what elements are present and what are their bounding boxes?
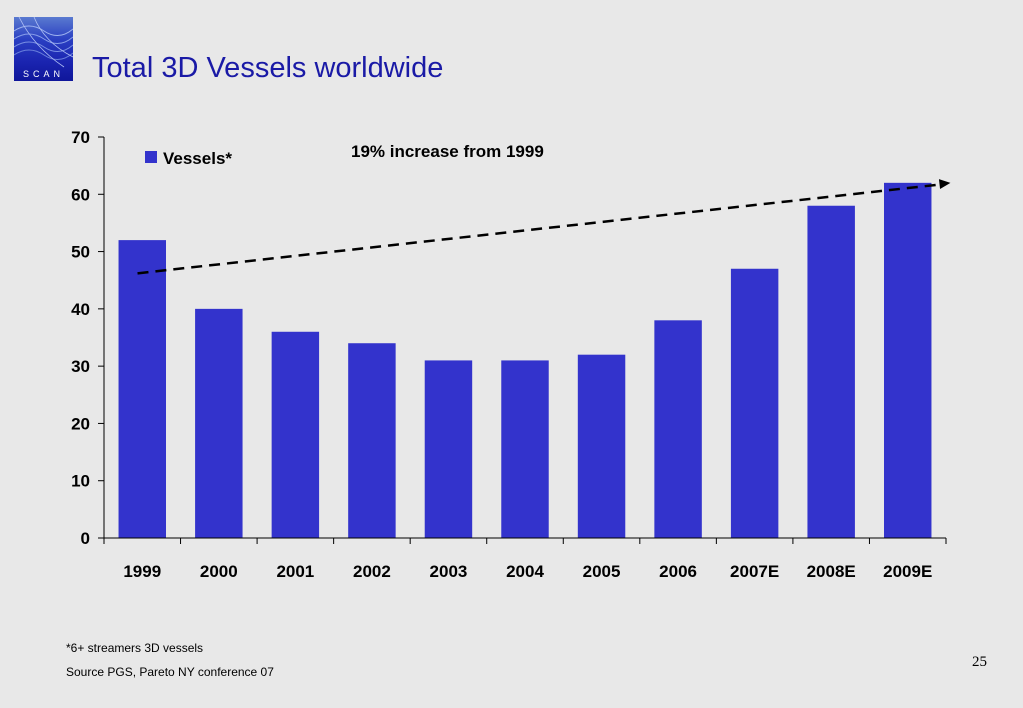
- tick-labels-group: 0 10 20 30 40 50 60 70 1999 2000 2001 2002 2003 2004 2…: [71, 128, 932, 581]
- y-tick-label: 10: [71, 472, 90, 491]
- bar-2007E: [730, 268, 779, 538]
- x-tick-label: 2001: [276, 562, 314, 581]
- x-tick-label: 2004: [506, 562, 544, 581]
- bar-2004: [501, 360, 549, 538]
- y-tick-label: 70: [71, 128, 90, 147]
- bar-2008E: [807, 205, 855, 538]
- source-note: Source PGS, Pareto NY conference 07: [66, 665, 274, 679]
- logo-text: SCAN: [22, 69, 64, 79]
- y-tick-label: 30: [71, 357, 90, 376]
- legend-label: Vessels*: [163, 149, 232, 168]
- bar-2006: [654, 320, 702, 538]
- bar-2003: [424, 360, 473, 538]
- x-tick-label: 2009E: [883, 562, 932, 581]
- bar-2001: [271, 331, 320, 538]
- x-tick-label: 2000: [200, 562, 238, 581]
- page-number: 25: [972, 654, 987, 670]
- bar-1999: [118, 240, 167, 538]
- x-tick-label: 2006: [659, 562, 697, 581]
- bar-2002: [348, 343, 396, 538]
- axes-group: [98, 136, 947, 544]
- logo-wave-graphic: [14, 17, 73, 68]
- bar-2005: [577, 354, 626, 538]
- bar-2000: [195, 308, 243, 538]
- scan-logo: SCAN: [14, 17, 73, 81]
- x-tick-label: 2002: [353, 562, 391, 581]
- x-tick-label: 2007E: [730, 562, 779, 581]
- bars-group: [118, 182, 932, 539]
- footnote: *6+ streamers 3D vessels: [66, 641, 204, 655]
- slide-title: Total 3D Vessels worldwide: [92, 52, 444, 84]
- y-tick-label: 20: [71, 414, 90, 433]
- y-tick-label: 60: [71, 185, 90, 204]
- x-tick-label: 2008E: [807, 562, 856, 581]
- bar-2009E: [883, 182, 932, 539]
- trend-arrow-head: [938, 179, 951, 190]
- y-tick-label: 50: [71, 243, 90, 262]
- x-tick-label: 1999: [123, 562, 161, 581]
- x-tick-label: 2005: [583, 562, 621, 581]
- y-tick-label: 0: [81, 529, 90, 548]
- chart-annotation: 19% increase from 1999: [351, 142, 544, 161]
- legend-swatch: [145, 151, 157, 163]
- trend-arrow: [137, 182, 943, 275]
- x-tick-label: 2003: [430, 562, 468, 581]
- y-tick-label: 40: [71, 300, 90, 319]
